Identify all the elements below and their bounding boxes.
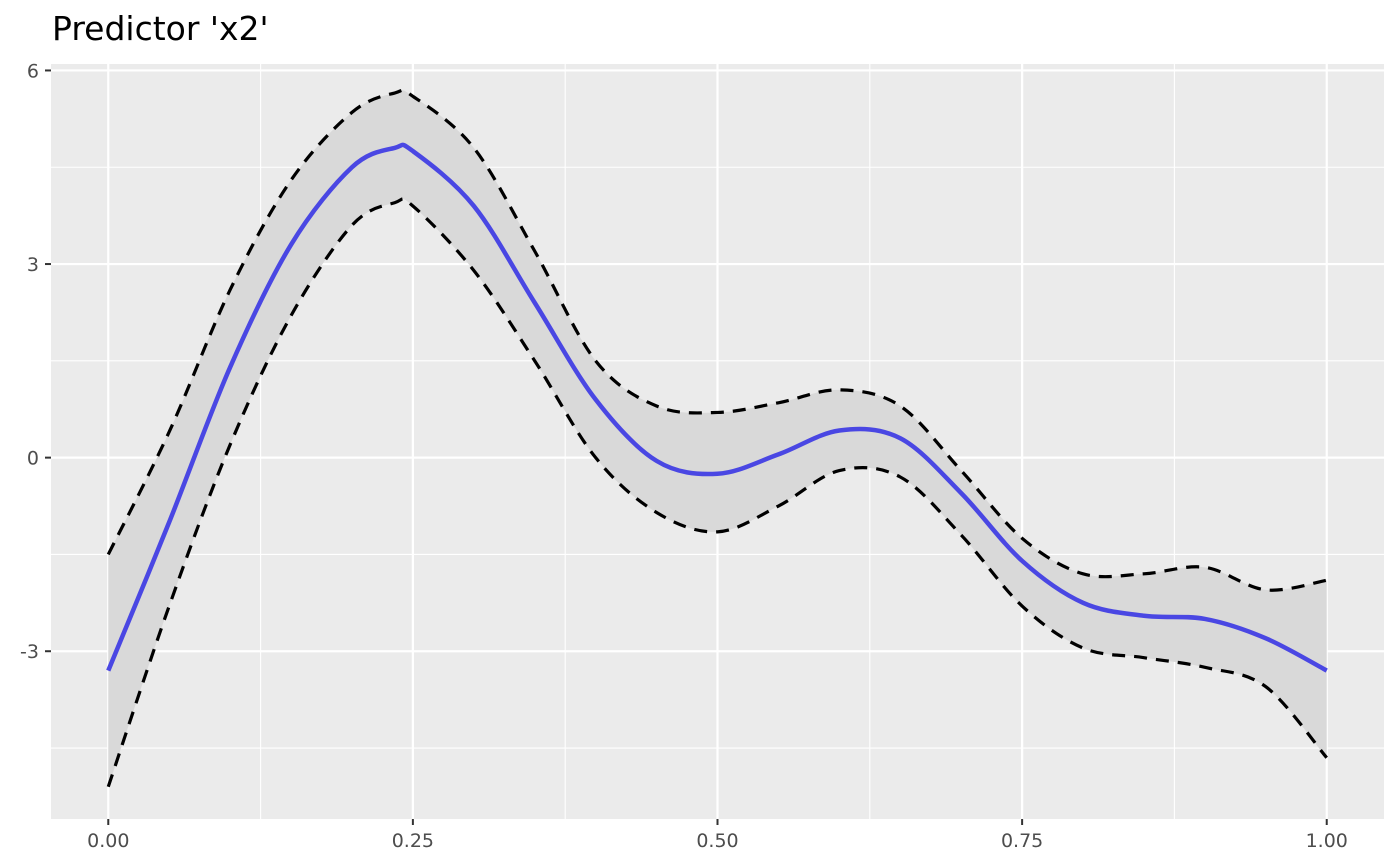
lower-bound-line xyxy=(106,197,1328,788)
estimate-line xyxy=(106,142,1328,673)
x-tick-label: 1.00 xyxy=(1306,830,1348,852)
x-tick-label: 0.75 xyxy=(1001,830,1043,852)
y-axis: -3 0 3 6 xyxy=(20,60,51,663)
confidence-band-area xyxy=(108,90,1327,787)
x-tick-label: 0.25 xyxy=(392,830,434,852)
chart-title: Predictor 'x2' xyxy=(52,9,269,48)
upper-bound-line xyxy=(106,88,1328,592)
y-tick-label: 0 xyxy=(27,448,39,470)
y-tick-label: 6 xyxy=(27,60,39,82)
x-tick-label: 0.00 xyxy=(87,830,129,852)
series-lines xyxy=(106,88,1328,788)
x-tick-label: 0.50 xyxy=(696,830,738,852)
confidence-band xyxy=(108,90,1327,787)
y-tick-label: -3 xyxy=(20,641,39,663)
x-axis: 0.00 0.25 0.50 0.75 1.00 xyxy=(87,819,1348,852)
y-tick-label: 3 xyxy=(27,254,39,276)
